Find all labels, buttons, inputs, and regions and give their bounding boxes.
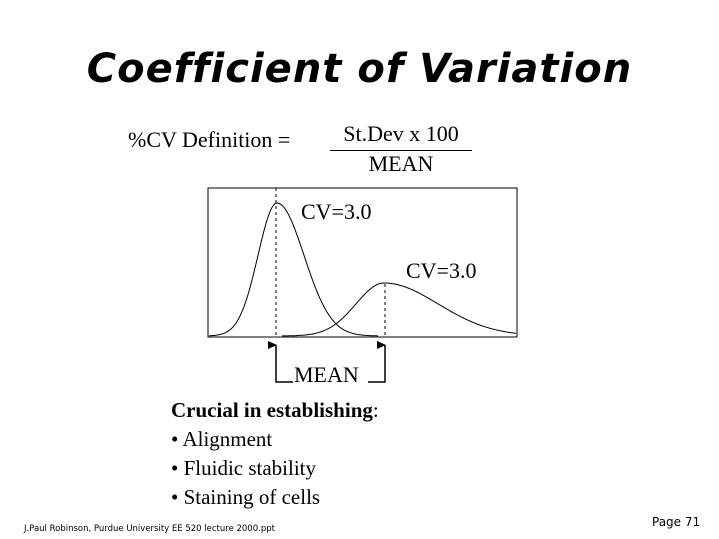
notes-heading-bold: Crucial in establishing: [171, 398, 373, 422]
footer-credit: J.Paul Robinson, Purdue University EE 52…: [24, 524, 275, 534]
cv-definition-label: %CV Definition =: [128, 127, 291, 152]
mean-bracket-right: [368, 341, 386, 383]
fraction-bar: [330, 150, 472, 151]
page-number: Page 71: [652, 515, 701, 529]
notes-heading: Crucial in establishing:: [171, 396, 379, 425]
slide-title: Coefficient of Variation: [86, 46, 633, 92]
bullet-alignment: • Alignment: [171, 427, 273, 451]
narrow-peak-curve: [208, 202, 378, 337]
wide-peak-curve: [282, 282, 517, 337]
fraction-numerator: St.Dev x 100: [343, 121, 459, 146]
mean-bracket: [268, 341, 293, 383]
peak2-cv-label: CV=3.0: [406, 258, 476, 283]
mean-label: MEAN: [294, 362, 359, 387]
bullet-staining: • Staining of cells: [171, 485, 321, 509]
fraction-denominator: MEAN: [368, 151, 434, 176]
notes-heading-colon: :: [372, 398, 379, 422]
bullet-fluidic-stability: • Fluidic stability: [171, 456, 317, 480]
peak1-cv-label: CV=3.0: [301, 199, 371, 224]
notes-list: Crucial in establishing: • Alignment • F…: [171, 396, 379, 512]
plot-frame: [207, 187, 518, 338]
